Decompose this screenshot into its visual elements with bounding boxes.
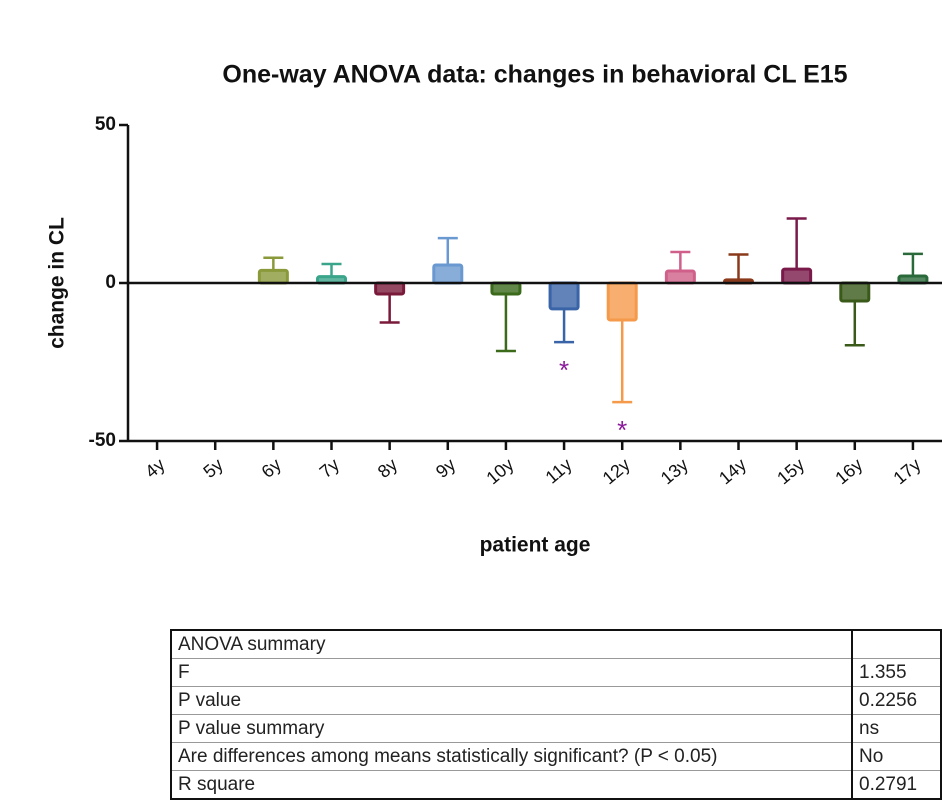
table-value: 1.355: [851, 658, 942, 687]
significance-marker: *: [559, 355, 569, 385]
table-value: [851, 629, 942, 659]
bar: [257, 268, 289, 285]
x-tick-label: 15y: [773, 454, 808, 488]
table-row: F 1.355: [170, 658, 942, 687]
x-tick-label: 12y: [599, 454, 634, 488]
bar: [781, 267, 813, 285]
table-row: Are differences among means statisticall…: [170, 742, 942, 771]
bar: [548, 281, 580, 311]
table-label: F: [170, 658, 853, 687]
significance-marker: *: [617, 415, 627, 445]
x-tick-label: 7y: [316, 454, 343, 482]
bar: [839, 281, 871, 303]
table-label: ANOVA summary: [170, 629, 853, 659]
x-tick-label: 17y: [889, 454, 924, 488]
bar: [432, 263, 464, 285]
table-label: Are differences among means statisticall…: [170, 742, 853, 771]
bar: [490, 281, 522, 296]
table-row: ANOVA summary: [170, 629, 942, 659]
bar: [664, 269, 696, 285]
x-tick-label: 5y: [199, 454, 226, 482]
bar: [374, 281, 406, 296]
x-axis-label: patient age: [480, 534, 591, 557]
table-value: ns: [851, 714, 942, 743]
x-tick-label: 4y: [141, 454, 168, 482]
table-row: R square 0.2791: [170, 770, 942, 800]
x-tick-label: 9y: [432, 454, 459, 482]
chart: One-way ANOVA data: changes in behaviora…: [46, 61, 942, 557]
table-value: No: [851, 742, 942, 771]
y-tick-label: 0: [105, 272, 116, 293]
x-tick-label: 6y: [258, 454, 285, 482]
table-row: P value 0.2256: [170, 686, 942, 715]
x-tick-label: 16y: [831, 454, 866, 488]
table-label: P value summary: [170, 714, 853, 743]
x-tick-label: 13y: [657, 454, 692, 488]
x-tick-label: 14y: [715, 454, 750, 488]
y-tick-label: -50: [89, 430, 116, 451]
chart-title: One-way ANOVA data: changes in behaviora…: [222, 61, 847, 89]
y-axis-label: change in CL: [46, 217, 69, 349]
x-tick-label: 10y: [482, 454, 517, 488]
bar: [606, 281, 638, 322]
table-row: P value summary ns: [170, 714, 942, 743]
y-tick-label: 50: [95, 114, 116, 135]
anova-table: ANOVA summary F 1.355 P value 0.2256 P value …: [170, 629, 942, 800]
table-label: R square: [170, 770, 853, 800]
table-value: 0.2791: [851, 770, 942, 800]
table-label: P value: [170, 686, 853, 715]
table-value: 0.2256: [851, 686, 942, 715]
x-tick-label: 11y: [542, 454, 576, 487]
x-tick-label: 8y: [374, 454, 401, 482]
